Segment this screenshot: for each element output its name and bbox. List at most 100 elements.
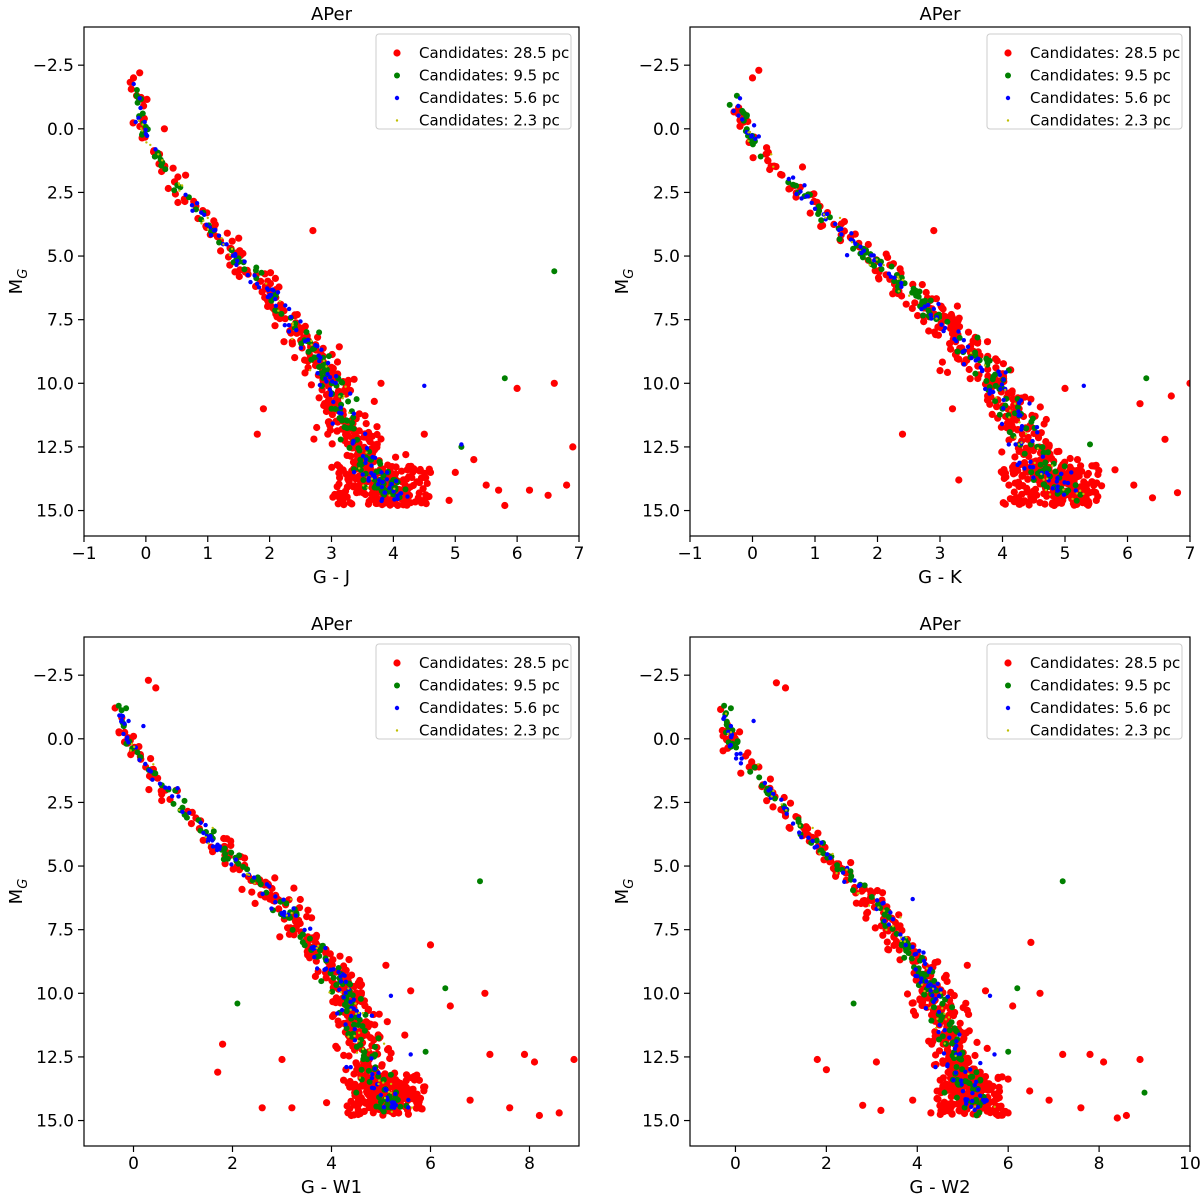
data-point bbox=[1069, 470, 1074, 475]
data-point-candidates-9-5-pc bbox=[158, 162, 165, 169]
data-point-candidates-28-5-pc bbox=[322, 407, 330, 416]
data-point-candidates-2-3-pc bbox=[1044, 488, 1048, 492]
data-point-candidates-28-5-pc bbox=[290, 931, 298, 939]
data-point-candidates-28-5-pc bbox=[335, 469, 343, 477]
data-point-candidates-5-6-pc bbox=[380, 479, 385, 485]
data-point-candidates-2-3-pc bbox=[277, 309, 280, 312]
data-point-candidates-28-5-pc bbox=[336, 463, 344, 471]
data-point-candidates-9-5-pc bbox=[1028, 418, 1035, 425]
data-point bbox=[259, 405, 267, 413]
data-point-candidates-5-6-pc bbox=[351, 411, 357, 416]
data-point-candidates-28-5-pc bbox=[145, 786, 153, 794]
data-point-candidates-28-5-pc bbox=[995, 1083, 1003, 1091]
x-tick-label: 4 bbox=[912, 1154, 923, 1174]
data-point-candidates-28-5-pc bbox=[914, 312, 922, 320]
data-point-candidates-2-3-pc bbox=[348, 411, 351, 414]
data-point-candidates-9-5-pc bbox=[881, 911, 888, 918]
data-point-candidates-9-5-pc bbox=[878, 266, 885, 273]
data-point-candidates-5-6-pc bbox=[965, 1097, 970, 1102]
data-point-candidates-9-5-pc bbox=[360, 477, 367, 483]
data-point-candidates-28-5-pc bbox=[281, 315, 289, 323]
data-point-candidates-28-5-pc bbox=[956, 1019, 964, 1027]
data-point-candidates-28-5-pc bbox=[934, 1095, 942, 1103]
data-point-candidates-28-5-pc bbox=[314, 333, 322, 341]
data-point-candidates-5-6-pc bbox=[312, 954, 317, 960]
data-point-candidates-28-5-pc bbox=[115, 728, 123, 736]
data-point-candidates-5-6-pc bbox=[352, 1027, 357, 1032]
data-point-candidates-5-6-pc bbox=[936, 1009, 942, 1015]
data-point-candidates-9-5-pc bbox=[366, 1078, 373, 1085]
data-point bbox=[408, 1052, 413, 1057]
data-point-candidates-28-5-pc bbox=[786, 799, 795, 807]
data-point bbox=[152, 684, 160, 692]
data-point-candidates-28-5-pc bbox=[333, 1044, 341, 1052]
data-point-candidates-28-5-pc bbox=[950, 1100, 958, 1108]
data-point-candidates-28-5-pc bbox=[355, 488, 363, 496]
data-point-candidates-5-6-pc bbox=[922, 304, 927, 309]
data-point-candidates-28-5-pc bbox=[1024, 435, 1032, 443]
legend-marker bbox=[1005, 95, 1011, 101]
data-point bbox=[442, 985, 449, 992]
y-tick-label: 10.0 bbox=[642, 374, 680, 394]
data-point-candidates-2-3-pc bbox=[290, 337, 294, 341]
data-point bbox=[1092, 496, 1100, 504]
data-point-candidates-28-5-pc bbox=[1005, 436, 1013, 444]
data-point bbox=[727, 705, 734, 712]
data-point-candidates-2-3-pc bbox=[928, 1006, 931, 1010]
data-point-candidates-9-5-pc bbox=[353, 396, 360, 403]
data-point-candidates-5-6-pc bbox=[812, 845, 817, 850]
data-point-candidates-9-5-pc bbox=[1039, 444, 1046, 451]
data-point-candidates-28-5-pc bbox=[313, 423, 321, 432]
data-point-candidates-9-5-pc bbox=[345, 398, 352, 405]
data-point-candidates-28-5-pc bbox=[353, 1060, 361, 1068]
data-point-candidates-9-5-pc bbox=[376, 1103, 383, 1110]
data-point-candidates-28-5-pc bbox=[896, 265, 904, 273]
data-point-candidates-28-5-pc bbox=[1019, 471, 1027, 479]
data-point-candidates-5-6-pc bbox=[997, 372, 1002, 377]
data-point-candidates-5-6-pc bbox=[343, 990, 348, 995]
data-point-candidates-5-6-pc bbox=[888, 910, 893, 915]
data-point-candidates-28-5-pc bbox=[370, 397, 378, 405]
data-point-candidates-28-5-pc bbox=[858, 887, 866, 895]
data-point-candidates-5-6-pc bbox=[978, 1060, 983, 1066]
data-point bbox=[501, 375, 508, 382]
data-point-candidates-5-6-pc bbox=[265, 286, 270, 291]
data-point-candidates-2-3-pc bbox=[130, 742, 134, 745]
data-point-candidates-5-6-pc bbox=[369, 1085, 375, 1091]
data-point-candidates-28-5-pc bbox=[271, 274, 279, 282]
data-point-candidates-5-6-pc bbox=[972, 1083, 977, 1088]
data-point-candidates-28-5-pc bbox=[1001, 500, 1009, 508]
data-point-candidates-9-5-pc bbox=[946, 1027, 953, 1034]
data-point-candidates-5-6-pc bbox=[169, 794, 175, 799]
data-point-candidates-9-5-pc bbox=[949, 1004, 956, 1011]
data-point-candidates-9-5-pc bbox=[224, 855, 231, 862]
data-point bbox=[1081, 383, 1087, 388]
data-point-candidates-9-5-pc bbox=[946, 1021, 953, 1028]
data-point-candidates-28-5-pc bbox=[965, 1010, 973, 1019]
data-point-candidates-28-5-pc bbox=[423, 479, 431, 487]
data-point-candidates-9-5-pc bbox=[1052, 468, 1059, 475]
data-point-candidates-28-5-pc bbox=[943, 1084, 951, 1092]
data-point-candidates-2-3-pc bbox=[178, 183, 181, 186]
data-point-candidates-28-5-pc bbox=[948, 1109, 956, 1117]
data-point-candidates-5-6-pc bbox=[810, 838, 815, 844]
data-point-candidates-9-5-pc bbox=[359, 1023, 366, 1030]
data-point-candidates-5-6-pc bbox=[722, 714, 727, 720]
data-point-candidates-5-6-pc bbox=[369, 463, 374, 468]
data-point-candidates-2-3-pc bbox=[145, 141, 148, 144]
data-point-candidates-9-5-pc bbox=[850, 245, 857, 252]
data-point-candidates-5-6-pc bbox=[825, 852, 830, 857]
data-point-candidates-2-3-pc bbox=[903, 940, 906, 943]
data-point-candidates-5-6-pc bbox=[252, 273, 257, 278]
data-point-candidates-5-6-pc bbox=[382, 490, 387, 495]
data-point bbox=[927, 1109, 935, 1117]
data-point-candidates-5-6-pc bbox=[269, 906, 274, 911]
data-point-candidates-28-5-pc bbox=[334, 998, 342, 1006]
data-point-candidates-28-5-pc bbox=[932, 331, 940, 339]
data-point bbox=[486, 1050, 494, 1058]
data-point-candidates-5-6-pc bbox=[1003, 370, 1008, 375]
data-point-candidates-28-5-pc bbox=[361, 412, 369, 420]
data-point-candidates-5-6-pc bbox=[1030, 465, 1036, 470]
y-axis-label: MG bbox=[612, 879, 637, 905]
data-point-candidates-5-6-pc bbox=[794, 191, 799, 197]
